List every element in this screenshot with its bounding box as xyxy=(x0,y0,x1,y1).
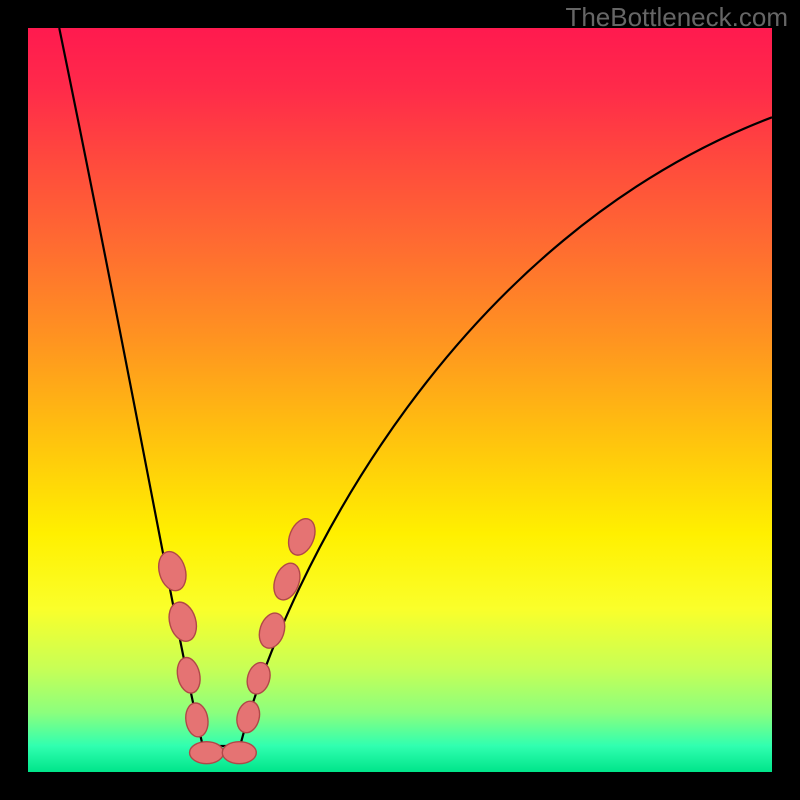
chart-content xyxy=(59,28,772,764)
curve-marker xyxy=(269,560,305,604)
chart-svg xyxy=(0,0,800,800)
curve-marker xyxy=(222,742,256,764)
curve-marker xyxy=(255,610,289,652)
curve-marker xyxy=(174,655,203,695)
curve-marker xyxy=(184,702,211,739)
curve-marker xyxy=(284,515,320,559)
curve-marker xyxy=(165,599,201,645)
curve-marker xyxy=(234,699,263,735)
curve-marker xyxy=(190,742,224,764)
bottleneck-curve xyxy=(59,28,772,746)
curve-marker xyxy=(244,660,274,697)
curve-marker xyxy=(154,548,190,594)
marker-group xyxy=(154,515,320,764)
